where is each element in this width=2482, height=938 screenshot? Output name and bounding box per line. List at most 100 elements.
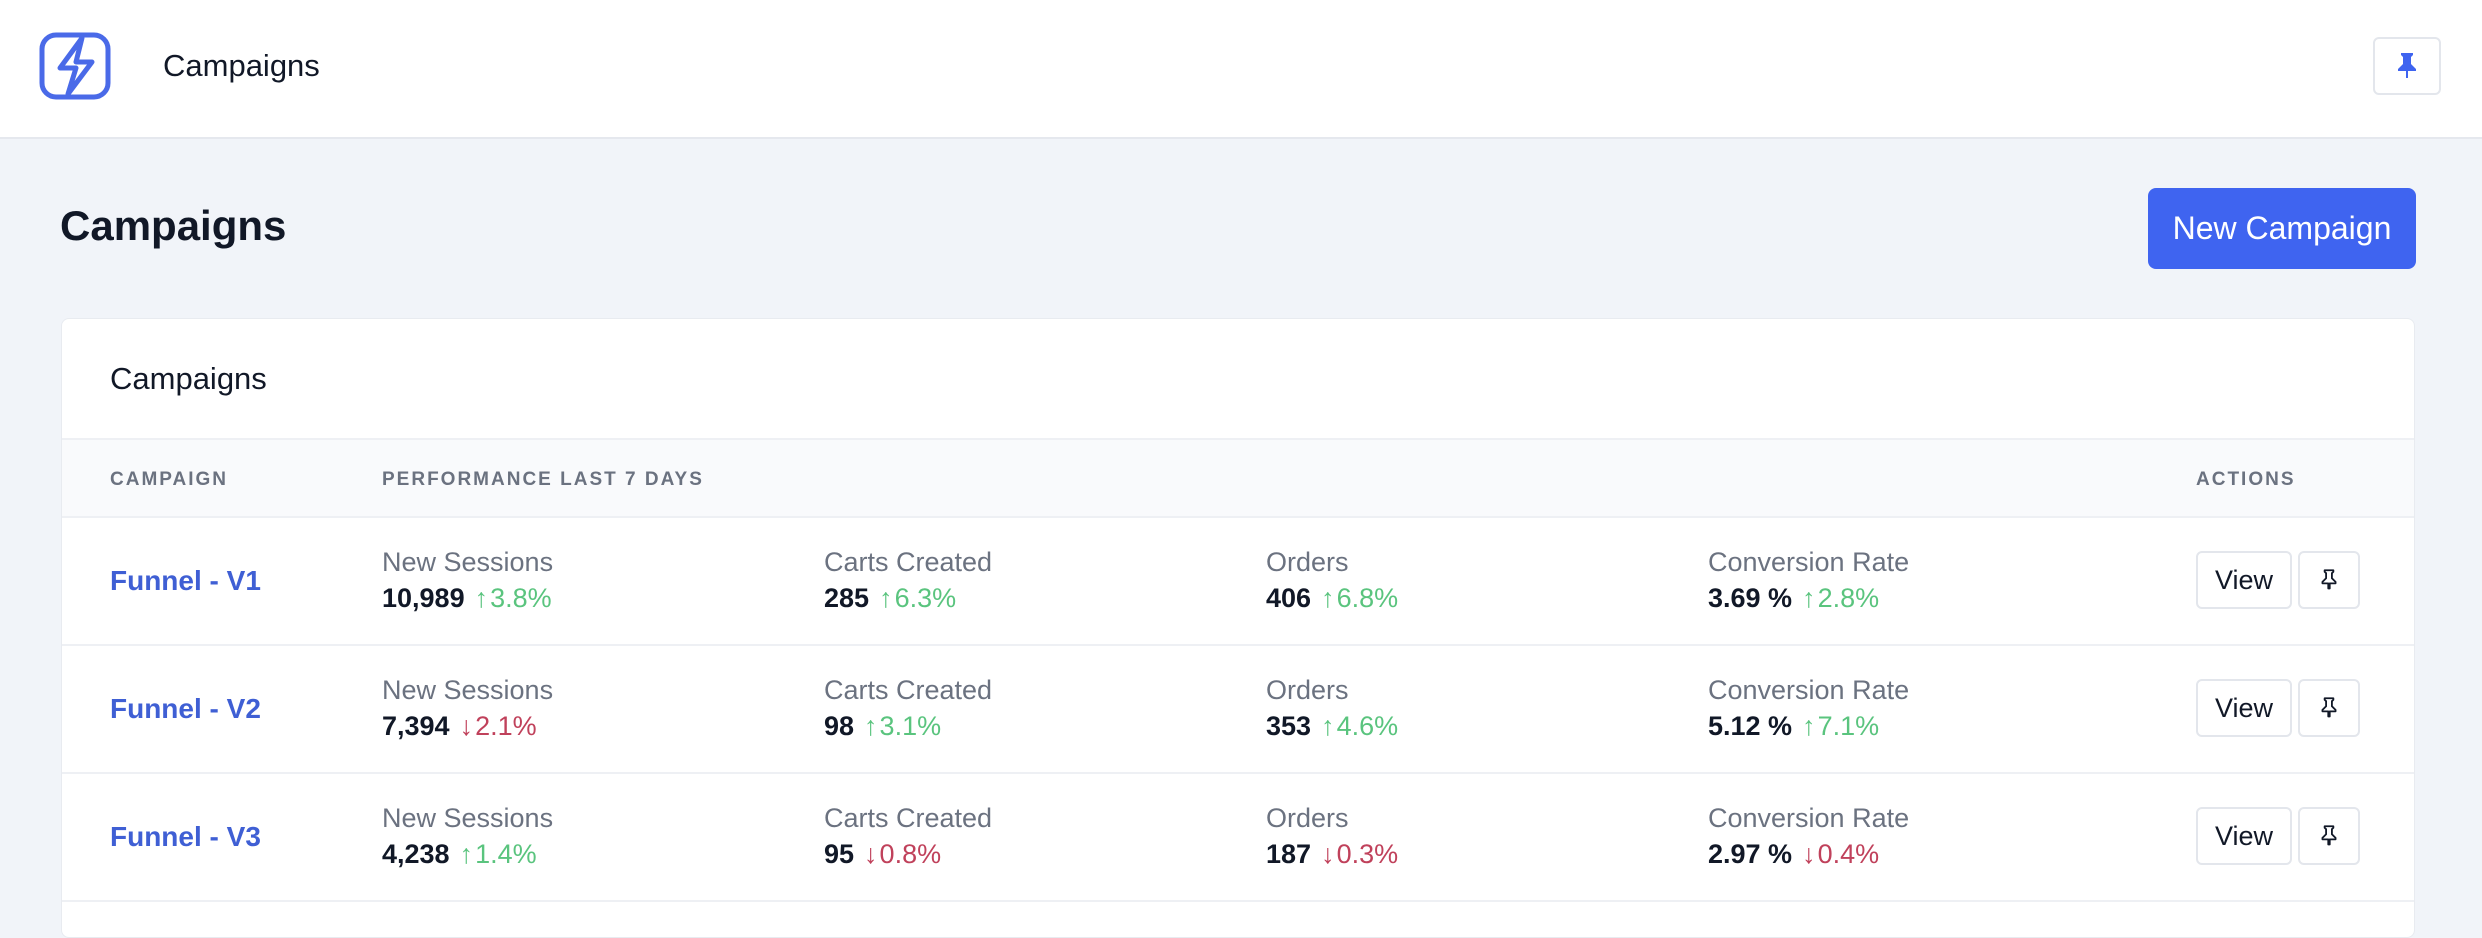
metric-delta: ↓0.4% [1802,839,1879,869]
view-button[interactable]: View [2196,807,2292,865]
metric: New Sessions 7,394 ↓2.1% [382,675,553,742]
metric-delta-value: 6.8% [1336,583,1399,613]
pin-campaign-button[interactable] [2298,551,2360,609]
arrow-up-icon: ↑ [459,839,474,869]
pin-campaign-button[interactable] [2298,679,2360,737]
app-title: Campaigns [163,48,320,83]
metric-value: 10,989 [382,583,465,613]
table-row: Funnel - V1 New Sessions 10,989 ↑3.8% Car… [62,518,2414,646]
card-title: Campaigns [110,361,267,396]
metric-value: 5.12 % [1708,711,1793,741]
pin-icon [2321,696,2337,721]
metric: Carts Created 285 ↑6.3% [824,547,992,614]
metric-value: 187 [1266,839,1312,869]
page-title: Campaigns [60,202,287,249]
metric: New Sessions 4,238 ↑1.4% [382,803,553,870]
table-row: Funnel - V2 New Sessions 7,394 ↓2.1% Cart… [62,646,2414,774]
metric-value: 3.69 % [1708,583,1793,613]
metric-delta-value: 4.6% [1336,711,1399,741]
metric-value: 98 [824,711,855,741]
campaigns-card: Campaigns CAMPAIGN PERFORMANCE LAST 7 DA… [61,318,2415,938]
arrow-up-icon: ↑ [1321,583,1335,613]
metric-delta: ↑2.8% [1802,583,1879,613]
metric-delta-value: 7.1% [1817,711,1880,741]
pin-icon [2321,824,2337,849]
arrow-up-icon: ↑ [1802,583,1816,613]
metric-label: Orders [1266,803,1349,833]
metric-delta-value: 3.8% [490,583,552,613]
metric: Conversion Rate 3.69 % ↑2.8% [1708,547,1909,614]
pin-campaign-button[interactable] [2298,807,2360,865]
metric-delta: ↑3.1% [864,711,941,741]
metric-value: 95 [824,839,855,869]
view-button[interactable]: View [2196,679,2292,737]
metric: New Sessions 10,989 ↑3.8% [382,547,553,614]
metric-label: Conversion Rate [1708,675,1910,705]
metric-delta: ↑3.8% [475,583,552,613]
pin-sidebar-button[interactable] [2373,37,2441,95]
campaign-link[interactable]: Funnel - V3 [110,821,261,852]
metric-label: Conversion Rate [1708,803,1910,833]
metric-value: 2.97 % [1708,839,1793,869]
metric-value: 406 [1266,583,1312,613]
arrow-up-icon: ↑ [879,583,893,613]
metric: Conversion Rate 5.12 % ↑7.1% [1708,675,1909,742]
column-header-actions: ACTIONS [2196,469,2296,490]
metric-label: Orders [1266,547,1349,577]
metric-label: Orders [1266,675,1349,705]
campaign-link[interactable]: Funnel - V1 [110,565,261,596]
new-campaign-button[interactable]: New Campaign [2148,188,2416,269]
column-header-performance: PERFORMANCE LAST 7 DAYS [382,469,704,490]
arrow-up-icon: ↑ [1802,711,1816,741]
metric-label: Carts Created [824,547,993,577]
arrow-up-icon: ↑ [474,583,489,613]
metric-delta: ↑7.1% [1802,711,1879,741]
metric: Conversion Rate 2.97 % ↓0.4% [1708,803,1909,870]
metric: Carts Created 95 ↓0.8% [824,803,992,870]
arrow-down-icon: ↓ [459,711,474,741]
arrow-down-icon: ↓ [1321,839,1335,869]
metric-delta: ↑6.3% [879,583,956,613]
metric-label: Carts Created [824,803,993,833]
metric-delta: ↓2.1% [460,711,537,741]
table-header: CAMPAIGN PERFORMANCE LAST 7 DAYS ACTIONS [62,438,2414,518]
metric-delta-value: 2.1% [475,711,537,741]
metric-value: 7,394 [382,711,450,741]
pin-icon [2321,568,2337,593]
metric: Carts Created 98 ↑3.1% [824,675,992,742]
metric-delta: ↓0.3% [1321,839,1398,869]
metric-delta: ↑4.6% [1321,711,1398,741]
metric-delta-value: 0.4% [1817,839,1880,869]
metric-delta-value: 0.8% [879,839,942,869]
metric-value: 353 [1266,711,1312,741]
metric-label: New Sessions [382,675,554,705]
metric-delta-value: 1.4% [475,839,537,869]
arrow-up-icon: ↑ [864,711,878,741]
table-row: Funnel - V3 New Sessions 4,238 ↑1.4% Cart… [62,774,2414,902]
metric-delta: ↓0.8% [864,839,941,869]
metric-label: New Sessions [382,547,554,577]
metric-value: 285 [824,583,870,613]
top-bar: Campaigns [0,0,2482,139]
arrow-down-icon: ↓ [864,839,878,869]
bolt-s-logo-icon[interactable] [38,32,114,100]
view-button[interactable]: View [2196,551,2292,609]
metric-delta: ↑6.8% [1321,583,1398,613]
metric-delta: ↑1.4% [460,839,537,869]
metric-delta-value: 0.3% [1336,839,1399,869]
metric-label: New Sessions [382,803,554,833]
metric: Orders 353 ↑4.6% [1266,675,1398,742]
metric-delta-value: 2.8% [1817,583,1880,613]
metric: Orders 187 ↓0.3% [1266,803,1398,870]
column-header-campaign: CAMPAIGN [110,469,229,490]
metric-delta-value: 6.3% [894,583,957,613]
metric-delta-value: 3.1% [879,711,942,741]
campaign-link[interactable]: Funnel - V2 [110,693,261,724]
metric: Orders 406 ↑6.8% [1266,547,1398,614]
pin-icon [2396,51,2418,82]
arrow-up-icon: ↑ [1321,711,1335,741]
arrow-down-icon: ↓ [1802,839,1816,869]
metric-label: Carts Created [824,675,993,705]
metric-label: Conversion Rate [1708,547,1910,577]
metric-value: 4,238 [382,839,450,869]
